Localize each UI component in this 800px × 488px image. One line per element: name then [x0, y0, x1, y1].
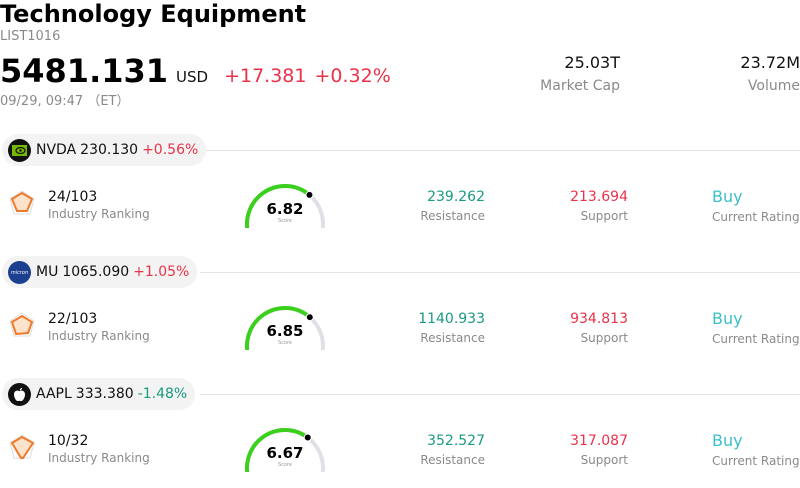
ranking-radar-icon — [9, 312, 35, 337]
gauge-fill — [245, 306, 312, 350]
stock-section: NVDA 230.130 +0.56% 24/103 Industry Rank… — [0, 134, 800, 256]
resistance-label: Resistance — [420, 453, 485, 467]
ranking-label: Industry Ranking — [48, 329, 150, 343]
resistance-metric: 352.527 Resistance — [420, 433, 485, 467]
resistance-value: 352.527 — [427, 433, 485, 449]
score-label: Score — [277, 340, 292, 346]
resistance-label: Resistance — [420, 209, 485, 223]
support-value: 934.813 — [570, 311, 628, 327]
rating-label: Current Rating — [712, 210, 800, 224]
stock-price: 1065.090 — [62, 264, 130, 280]
gauge-indicator-dot — [305, 190, 314, 199]
support-label: Support — [580, 453, 628, 467]
rating-block: Buy Current Rating — [712, 431, 800, 469]
market-cap-stat: 25.03T Market Cap — [540, 53, 620, 95]
section-divider — [200, 394, 800, 395]
support-label: Support — [580, 331, 628, 345]
stock-change: +1.05% — [133, 264, 190, 280]
apple-logo-icon — [8, 382, 31, 406]
gauge-fill — [245, 428, 310, 472]
page-title: Technology Equipment — [0, 0, 307, 28]
market-cap-value: 25.03T — [564, 53, 620, 72]
timestamp: 09/29, 09:47 （ET） — [0, 94, 130, 109]
rating-value[interactable]: Buy — [712, 431, 743, 450]
gauge-indicator-dot — [303, 433, 312, 442]
support-metric: 934.813 Support — [570, 311, 628, 345]
rating-label: Current Rating — [712, 454, 800, 468]
support-label: Support — [580, 209, 628, 223]
gauge-indicator-dot — [305, 313, 314, 322]
micron-logo-icon: micron — [8, 260, 31, 284]
svg-text:micron: micron — [11, 270, 28, 276]
stock-section: AAPL 333.380 -1.48% 10/32 Industry Ranki… — [0, 378, 800, 488]
stock-price: 333.380 — [75, 386, 134, 402]
rating-value[interactable]: Buy — [712, 187, 743, 206]
stock-section: micron MU 1065.090 +1.05% 22/103 Industr… — [0, 256, 800, 378]
score-value: 6.85 — [266, 322, 304, 340]
ranking-value: 22/103 — [48, 311, 98, 327]
stock-pill[interactable]: micron MU 1065.090 +1.05% — [2, 256, 198, 288]
resistance-metric: 1140.933 Resistance — [418, 311, 485, 345]
score-value: 6.67 — [266, 444, 304, 462]
rating-block: Buy Current Rating — [712, 309, 800, 347]
rating-label: Current Rating — [712, 332, 800, 346]
volume-value: 23.72M — [740, 53, 800, 72]
support-value: 213.694 — [570, 189, 628, 205]
ranking-value: 24/103 — [48, 189, 98, 205]
support-metric: 317.087 Support — [570, 433, 628, 467]
volume-stat: 23.72M Volume — [740, 53, 800, 95]
price-change-percent: +0.32% — [314, 65, 391, 87]
nvidia-logo-icon — [8, 138, 31, 162]
resistance-value: 1140.933 — [418, 311, 485, 327]
ranking-radar-icon — [9, 434, 35, 459]
ranking-radar-icon — [9, 190, 35, 215]
stock-change: -1.48% — [137, 386, 188, 402]
resistance-metric: 239.262 Resistance — [420, 189, 485, 223]
gauge-fill — [245, 184, 312, 228]
ranking-label: Industry Ranking — [48, 207, 150, 221]
stock-ticker: AAPL — [36, 386, 72, 402]
resistance-value: 239.262 — [427, 189, 485, 205]
support-metric: 213.694 Support — [570, 189, 628, 223]
resistance-label: Resistance — [420, 331, 485, 345]
ranking-label: Industry Ranking — [48, 451, 150, 465]
index-price: 5481.131 — [0, 52, 169, 90]
stock-pill[interactable]: NVDA 230.130 +0.56% — [2, 134, 207, 166]
score-gauge — [245, 184, 325, 228]
stock-pill[interactable]: AAPL 333.380 -1.48% — [2, 378, 196, 410]
section-divider — [200, 272, 800, 273]
rating-value[interactable]: Buy — [712, 309, 743, 328]
support-value: 317.087 — [570, 433, 628, 449]
price-row: 5481.131 USD +17.381 +0.32% — [0, 53, 391, 89]
volume-label: Volume — [747, 78, 800, 94]
score-gauge — [245, 306, 325, 350]
score-value: 6.82 — [266, 200, 304, 218]
score-label: Score — [277, 462, 292, 468]
stock-ticker: NVDA — [36, 142, 77, 158]
section-divider — [200, 150, 800, 151]
stock-change: +0.56% — [142, 142, 199, 158]
score-gauge — [245, 428, 325, 472]
market-cap-label: Market Cap — [540, 78, 620, 94]
rating-block: Buy Current Rating — [712, 187, 800, 225]
list-code: LIST1016 — [0, 29, 61, 44]
price-change: +17.381 — [224, 65, 307, 87]
score-label: Score — [277, 218, 292, 224]
currency-label: USD — [176, 68, 209, 86]
ranking-value: 10/32 — [48, 433, 89, 449]
stock-price: 230.130 — [80, 142, 139, 158]
stock-ticker: MU — [36, 264, 59, 280]
